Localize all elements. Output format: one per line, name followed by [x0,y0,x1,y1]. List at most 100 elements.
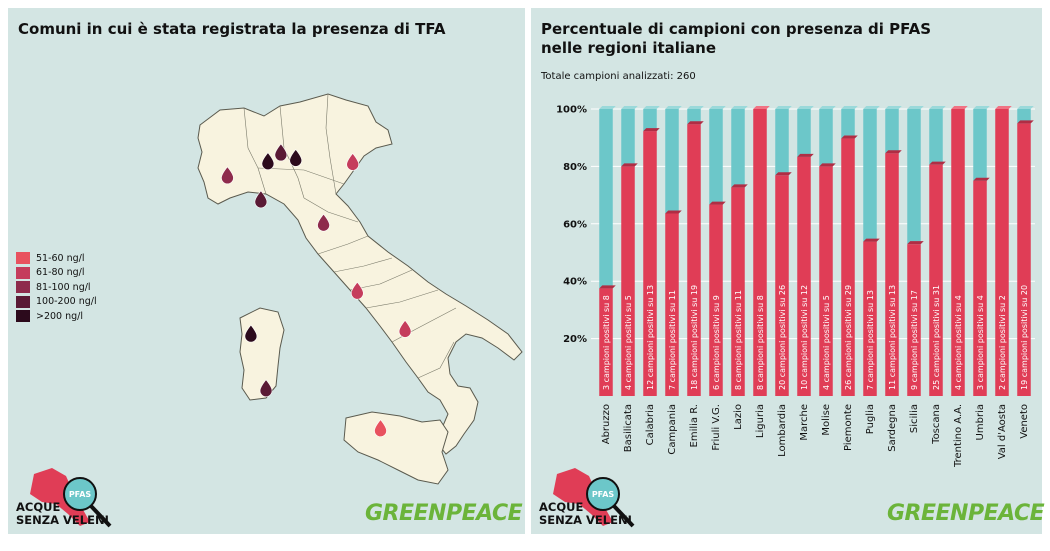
bar-data-label: 6 campioni positivi su 9 [712,295,721,390]
tfa-marker [317,213,330,232]
x-category-label: Lazio [733,404,744,430]
bar-negative [643,109,657,132]
logo-graphic: PFAS [553,468,635,528]
logo-line1: ACQUE [16,500,61,514]
bar-negative [929,109,943,165]
x-category-label: Veneto [1019,404,1030,439]
bar-top-cap [775,172,792,176]
x-category-label: Val d'Aosta [997,404,1008,459]
bar-top-cap [775,106,792,109]
greenpeace-logo: GREENPEACE [365,501,523,526]
bar-positive [929,164,943,396]
bar-negative [973,109,987,181]
y-tick-label: 80% [563,162,587,173]
tfa-marker [244,324,258,343]
x-category-label: Umbria [975,404,986,440]
bar-top-cap [929,106,946,109]
bar-negative [907,109,921,245]
tfa-marker [350,281,364,300]
bar-top-cap [1017,106,1034,109]
legend-label: 81-100 ng/l [36,281,91,293]
x-category-label: Puglia [865,404,876,434]
x-category-label: Emilia R. [689,404,700,447]
bar-positive [907,244,921,396]
legend-label: 51-60 ng/l [36,252,85,264]
bar-data-label: 3 campioni positivi su 8 [602,295,611,390]
bar-data-label: 3 campioni positivi su 4 [976,295,985,390]
tfa-marker [398,319,412,338]
tfa-marker [261,152,275,170]
bar-data-label: 12 campioni positivi su 13 [646,285,655,390]
logo-badge: PFAS [592,490,615,499]
bar-data-label: 4 campioni positivi su 5 [822,295,831,390]
legend-item: 51-60 ng/l [16,251,97,266]
bar-top-cap [841,135,858,139]
tfa-markers [221,143,412,437]
bar-negative [841,109,855,139]
bar-top-cap [1017,120,1034,124]
legend-label: >200 ng/l [36,310,84,322]
bar-data-label: 19 campioni positivi su 20 [1020,285,1029,390]
bar-data-label: 2 campioni positivi su 2 [998,295,1007,390]
bar-positive [797,156,811,396]
logo-graphic: PFAS [30,468,112,528]
bar-top-cap [863,238,880,242]
y-tick-label: 40% [563,277,587,288]
bar-negative [687,109,701,125]
x-category-label: Sardegna [887,404,898,452]
chart-title: Percentuale di campioni con presenza di … [541,20,931,58]
bar-data-label: 4 campioni positivi su 4 [954,295,963,390]
legend-label: 61-80 ng/l [36,267,85,279]
greenpeace-logo: GREENPEACE [887,501,1045,526]
bar-top-cap [995,106,1012,109]
bar-chart: 20% 40% 60% 80% 100% 3 campioni positivi su 8… [556,105,1035,468]
legend-swatch [16,252,30,265]
bar-data-label: 8 campioni positivi su 11 [734,290,743,390]
x-category-label: Toscana [931,404,942,445]
tfa-marker [289,148,303,167]
x-category-label: Marche [799,404,810,441]
bar-data-label: 8 campioni positivi su 8 [756,295,765,390]
acque-senza-veleni-logo: PFAS ACQUE SENZA VELENI [16,464,116,532]
y-tick-label: 60% [563,219,587,230]
bar-positive [863,241,877,396]
legend-swatch [16,266,30,279]
legend-swatch [16,295,30,308]
legend-item: 61-80 ng/l [16,266,97,281]
bar-positive [819,166,833,396]
bar-top-cap [885,106,902,109]
bar-top-cap [643,128,660,132]
x-category-label: Piemonte [843,404,854,451]
tfa-marker [254,190,268,209]
legend-swatch [16,281,30,294]
bar-top-cap [687,121,704,125]
bar-negative [819,109,833,167]
bar-positive [995,109,1009,396]
logo-badge: PFAS [69,490,92,499]
bar-positive [753,109,767,396]
bar-top-cap [819,106,836,109]
bar-data-label: 20 campioni positivi su 26 [778,285,787,390]
legend-item: 100-200 ng/l [16,295,97,310]
legend-item: >200 ng/l [16,309,97,324]
tfa-marker [346,152,360,171]
bar-negative [665,109,679,214]
map-legend: 51-60 ng/l 61-80 ng/l 81-100 ng/l 100-20… [16,251,97,324]
tfa-marker [374,419,387,437]
bar-top-cap [929,161,946,165]
x-category-label: Lombardia [777,404,788,457]
bar-top-cap [841,106,858,109]
bar-top-cap [621,106,638,109]
bar-negative [1017,109,1031,124]
bar-top-cap [797,106,814,109]
bar-top-cap [973,177,990,181]
tfa-marker [274,143,288,162]
bar-negative [731,109,745,188]
bar-negative [709,109,723,205]
bar-positive [643,131,657,396]
bar-positive [709,204,723,396]
chart-panel: Percentuale di campioni con presenza di … [531,8,1045,534]
bar-top-cap [973,106,990,109]
bar-data-label: 4 campioni positivi su 5 [624,295,633,390]
bar-top-cap [709,201,726,205]
